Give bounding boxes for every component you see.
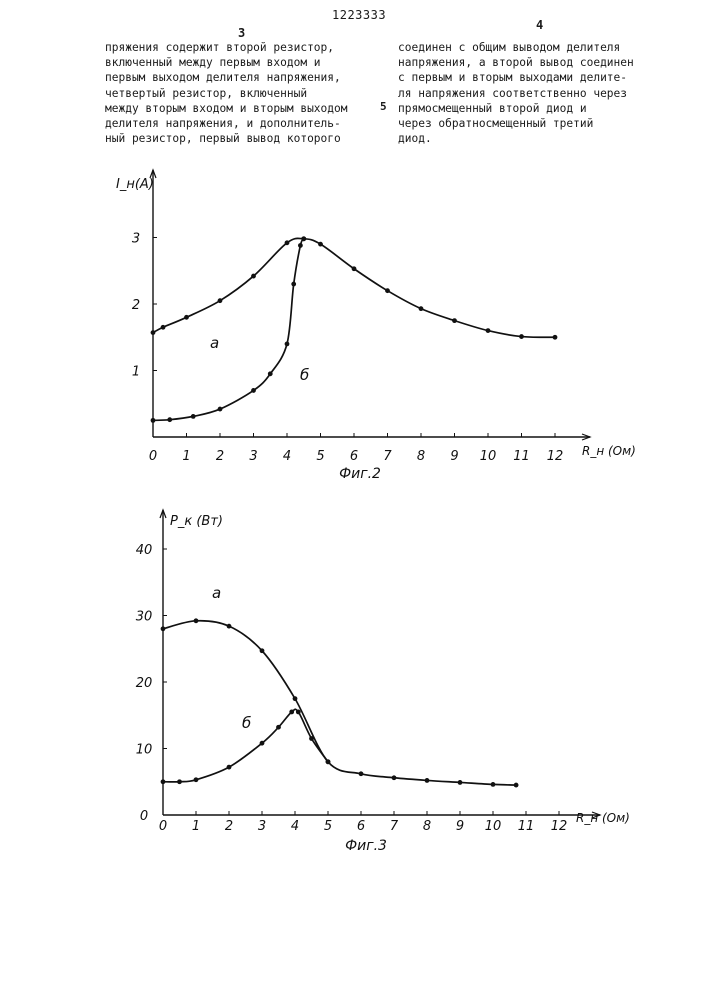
data-point [298, 243, 303, 248]
data-point [326, 759, 331, 764]
x-tick-label: 0 [159, 819, 167, 834]
series-line [153, 239, 304, 421]
data-point [161, 626, 166, 631]
y-tick-label: 20 [136, 676, 153, 691]
figure-caption: Фиг.2 [339, 466, 381, 482]
x-axis-label: R_н (Ом) [582, 444, 636, 458]
data-point [458, 780, 463, 785]
data-point [359, 771, 364, 776]
x-tick-label: 5 [316, 449, 324, 464]
x-tick-label: 7 [390, 819, 399, 834]
data-point [419, 306, 424, 311]
data-point [161, 779, 166, 784]
data-point [251, 388, 256, 393]
x-tick-label: 5 [324, 819, 332, 834]
x-tick-label: 9 [456, 819, 464, 834]
x-tick-label: 11 [513, 449, 530, 464]
data-point [291, 282, 296, 287]
data-point [191, 414, 196, 419]
x-tick-label: 10 [485, 819, 502, 834]
x-tick-label: 10 [480, 449, 497, 464]
data-point [486, 328, 491, 333]
x-tick-label: 11 [518, 819, 535, 834]
y-tick-label: 2 [132, 298, 140, 313]
data-point [151, 330, 156, 335]
x-tick-label: 9 [450, 449, 458, 464]
x-tick-label: 6 [357, 819, 365, 834]
data-point [161, 325, 166, 330]
x-tick-label: 1 [182, 449, 190, 464]
series-label: а [210, 334, 219, 352]
figure-3-chart: 0123456789101112010203040Р_к (Вт)R_н (Ом… [136, 510, 630, 854]
data-point [385, 288, 390, 293]
x-tick-label: 12 [547, 449, 564, 464]
y-tick-label: 1 [132, 365, 140, 380]
data-point [425, 778, 430, 783]
data-point [352, 266, 357, 271]
figure-caption: Фиг.3 [345, 838, 387, 854]
data-point [151, 418, 156, 423]
data-point [285, 240, 290, 245]
y-tick-label: 30 [136, 610, 153, 625]
y-tick-label: 3 [132, 232, 140, 247]
x-tick-label: 7 [383, 449, 392, 464]
series-label: б [300, 366, 309, 384]
data-point [268, 371, 273, 376]
x-tick-label: 0 [149, 449, 157, 464]
data-point [194, 777, 199, 782]
data-point [276, 725, 281, 730]
data-point [227, 624, 232, 629]
data-point [260, 648, 265, 653]
data-point [218, 407, 223, 412]
y-axis-label: Р_к (Вт) [170, 514, 223, 529]
data-point [293, 696, 298, 701]
data-point [553, 335, 558, 340]
series-line [163, 621, 516, 785]
data-point [318, 242, 323, 247]
data-point [514, 783, 519, 788]
x-tick-label: 4 [283, 449, 291, 464]
data-point [289, 710, 294, 715]
series-line [153, 238, 555, 337]
x-tick-label: 2 [216, 449, 224, 464]
figure-2-chart: 0123456789101112123I_н(A)R_н (Ом)Фиг.2аб [116, 170, 636, 482]
y-tick-label: 0 [140, 809, 148, 824]
data-point [296, 710, 301, 715]
x-tick-label: 4 [291, 819, 299, 834]
y-axis-label: I_н(A) [116, 177, 154, 192]
x-tick-label: 6 [350, 449, 358, 464]
data-point [260, 741, 265, 746]
data-point [227, 765, 232, 770]
x-tick-label: 8 [423, 819, 431, 834]
data-point [218, 298, 223, 303]
y-tick-label: 40 [136, 543, 153, 558]
data-point [167, 417, 172, 422]
x-tick-label: 2 [225, 819, 233, 834]
y-tick-label: 10 [136, 743, 153, 758]
data-point [491, 782, 496, 787]
data-point [392, 775, 397, 780]
data-point [452, 318, 457, 323]
data-point [301, 236, 306, 241]
data-point [251, 274, 256, 279]
data-point [519, 334, 524, 339]
data-point [309, 736, 314, 741]
x-tick-label: 1 [192, 819, 200, 834]
data-point [285, 342, 290, 347]
x-axis-label: R_н (Ом) [576, 811, 630, 825]
series-label: а [212, 584, 221, 602]
data-point [177, 779, 182, 784]
x-tick-label: 8 [417, 449, 425, 464]
series-label: б [242, 714, 251, 732]
data-point [184, 315, 189, 320]
x-tick-label: 12 [551, 819, 568, 834]
x-tick-label: 3 [249, 449, 257, 464]
x-tick-label: 3 [258, 819, 266, 834]
data-point [194, 618, 199, 623]
